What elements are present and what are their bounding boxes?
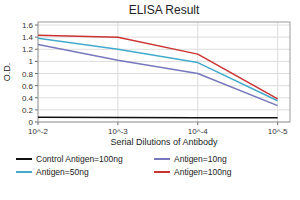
legend-label: Control Antigen=100ng	[36, 154, 123, 164]
x-tick-label: 10^-3	[108, 127, 128, 136]
x-tick-label: 10^-2	[28, 127, 48, 136]
legend-swatch	[154, 171, 170, 173]
y-tick-label: 1.2	[22, 45, 34, 54]
legend-label: Antigen=50ng	[36, 167, 89, 177]
y-grid-line	[38, 109, 290, 110]
y-axis-label: O.D.	[2, 63, 12, 82]
y-tick-label: 1.6	[22, 21, 34, 30]
y-tick-label: 1.4	[22, 33, 34, 42]
y-tick-label: 0.4	[22, 94, 34, 103]
y-tick-label: 0.6	[22, 82, 34, 91]
y-grid-line	[38, 97, 290, 98]
y-tick-label: 1	[29, 57, 34, 66]
series-line	[38, 38, 278, 100]
x-grid-line	[277, 22, 278, 122]
legend-label: Antigen=100ng	[174, 167, 232, 177]
y-grid-line	[38, 25, 290, 26]
x-tick-label: 10^-5	[268, 127, 288, 136]
series-line	[38, 35, 278, 99]
legend-swatch	[16, 158, 32, 160]
x-grid-line	[197, 22, 198, 122]
y-grid-line	[38, 61, 290, 62]
title: ELISA Result	[129, 3, 200, 17]
y-grid-line	[38, 49, 290, 50]
y-grid-line	[38, 73, 290, 74]
plot-frame	[38, 22, 290, 122]
y-tick-label: 0.2	[22, 106, 34, 115]
series-group	[38, 35, 278, 117]
x-axis-label: Serial Dilutions of Antibody	[110, 137, 218, 147]
grid	[38, 22, 290, 122]
y-tick-label: 0.8	[22, 70, 34, 79]
series-line	[38, 44, 278, 105]
legend-swatch	[16, 171, 32, 173]
chart: ELISA Result 0 0.2 0.4 0.6 0.8 1 1.2 1.4 1.6 10^-2…	[0, 0, 300, 200]
legend-label: Antigen=10ng	[174, 154, 227, 164]
legend-swatch	[154, 158, 170, 160]
y-tick-label: 0	[29, 118, 34, 127]
x-tick-label: 10^-4	[188, 127, 208, 136]
legend: Control Antigen=100ng Antigen=10ng Antigen…	[16, 154, 232, 177]
series-line	[38, 116, 278, 118]
